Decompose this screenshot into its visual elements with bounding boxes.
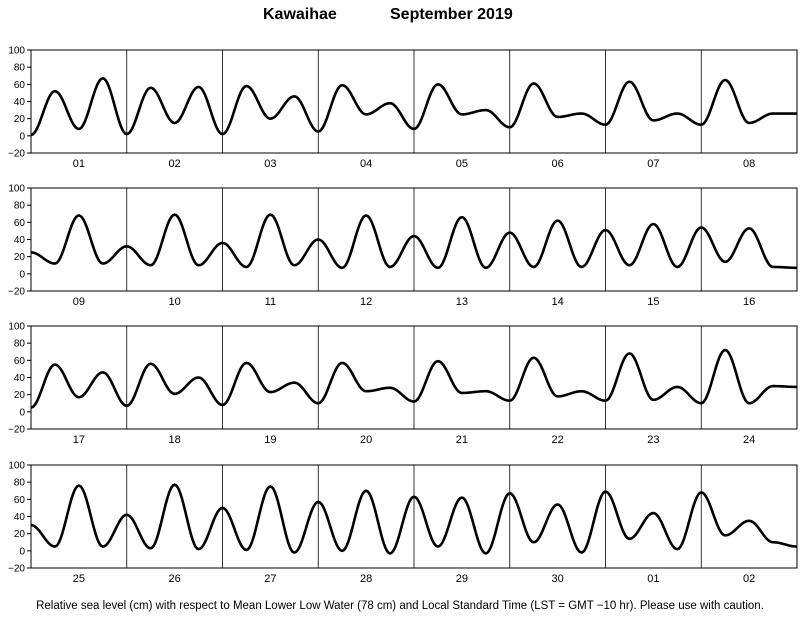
day-label: 21 <box>456 434 468 446</box>
day-label: 26 <box>169 573 181 585</box>
day-label: 03 <box>264 158 276 170</box>
day-label: 17 <box>73 434 85 446</box>
y-tick-label: 60 <box>14 80 26 91</box>
day-label: 12 <box>360 296 372 308</box>
day-label: 10 <box>169 296 181 308</box>
day-label: 29 <box>456 573 468 585</box>
day-label: 07 <box>647 158 659 170</box>
y-tick-label: 20 <box>14 252 26 263</box>
day-label: 09 <box>73 296 85 308</box>
day-label: 22 <box>552 434 564 446</box>
y-tick-label: 20 <box>14 390 26 401</box>
y-tick-label: 80 <box>14 63 26 74</box>
title-location: Kawaihae <box>263 6 337 23</box>
tide-curve <box>30 213 797 270</box>
day-label: 02 <box>743 573 755 585</box>
tide-panel: 100 80 60 40 20 0 −20 17 18 19 20 21 22 23 24 <box>8 322 798 446</box>
day-label: 13 <box>456 296 468 308</box>
day-label: 01 <box>647 573 659 585</box>
tide-curve <box>30 348 798 409</box>
y-tick-label: 40 <box>14 512 26 523</box>
y-tick-label: 40 <box>14 97 26 108</box>
y-tick-label: 60 <box>14 356 26 367</box>
day-label: 08 <box>743 158 755 170</box>
day-label: 06 <box>552 158 564 170</box>
day-label: 18 <box>169 434 181 446</box>
y-tick-label: 0 <box>19 269 25 280</box>
y-tick-label: 60 <box>14 495 26 506</box>
y-tick-label: −20 <box>8 287 25 298</box>
y-tick-label: 80 <box>14 201 26 212</box>
tide-panel: 100 80 60 40 20 0 −20 01 02 03 04 05 06 07 08 <box>8 46 798 170</box>
y-tick-label: 80 <box>14 339 26 350</box>
day-label: 27 <box>264 573 276 585</box>
tide-panel: 100 80 60 40 20 0 −20 09 10 11 12 13 14 15 16 <box>8 184 798 308</box>
day-label: 25 <box>73 573 85 585</box>
day-label: 24 <box>743 434 755 446</box>
y-tick-label: −20 <box>8 425 25 436</box>
tide-curve <box>30 483 798 555</box>
y-tick-label: −20 <box>8 564 25 575</box>
day-label: 30 <box>552 573 564 585</box>
day-label: 28 <box>360 573 372 585</box>
footer-note: Relative sea level (cm) with respect to … <box>36 600 764 612</box>
day-label: 02 <box>169 158 181 170</box>
y-tick-label: 0 <box>19 131 25 142</box>
tide-curve <box>30 77 797 137</box>
y-tick-label: 20 <box>14 529 26 540</box>
day-label: 11 <box>265 296 276 308</box>
tide-panel: 100 80 60 40 20 0 −20 25 26 27 28 29 30 01 02 <box>8 461 798 585</box>
day-label: 20 <box>360 434 372 446</box>
title-month: September 2019 <box>390 6 513 23</box>
y-tick-label: 40 <box>14 373 26 384</box>
day-label: 15 <box>647 296 659 308</box>
y-tick-label: 0 <box>19 407 25 418</box>
y-tick-label: 0 <box>19 546 25 557</box>
y-tick-label: 60 <box>14 218 26 229</box>
day-label: 14 <box>552 296 564 308</box>
y-tick-label: 100 <box>8 46 25 57</box>
day-label: 04 <box>360 158 372 170</box>
y-tick-label: 100 <box>8 461 25 472</box>
y-tick-label: 100 <box>8 184 25 195</box>
y-tick-label: 100 <box>8 322 25 333</box>
chart-title: Kawaihae September 2019 <box>0 4 800 28</box>
y-tick-label: 80 <box>14 478 26 489</box>
day-label: 19 <box>264 434 276 446</box>
day-label: 23 <box>647 434 659 446</box>
y-tick-label: 20 <box>14 114 26 125</box>
day-label: 01 <box>73 158 85 170</box>
y-tick-label: −20 <box>8 149 25 160</box>
day-label: 05 <box>456 158 468 170</box>
day-label: 16 <box>743 296 755 308</box>
y-tick-label: 40 <box>14 235 26 246</box>
